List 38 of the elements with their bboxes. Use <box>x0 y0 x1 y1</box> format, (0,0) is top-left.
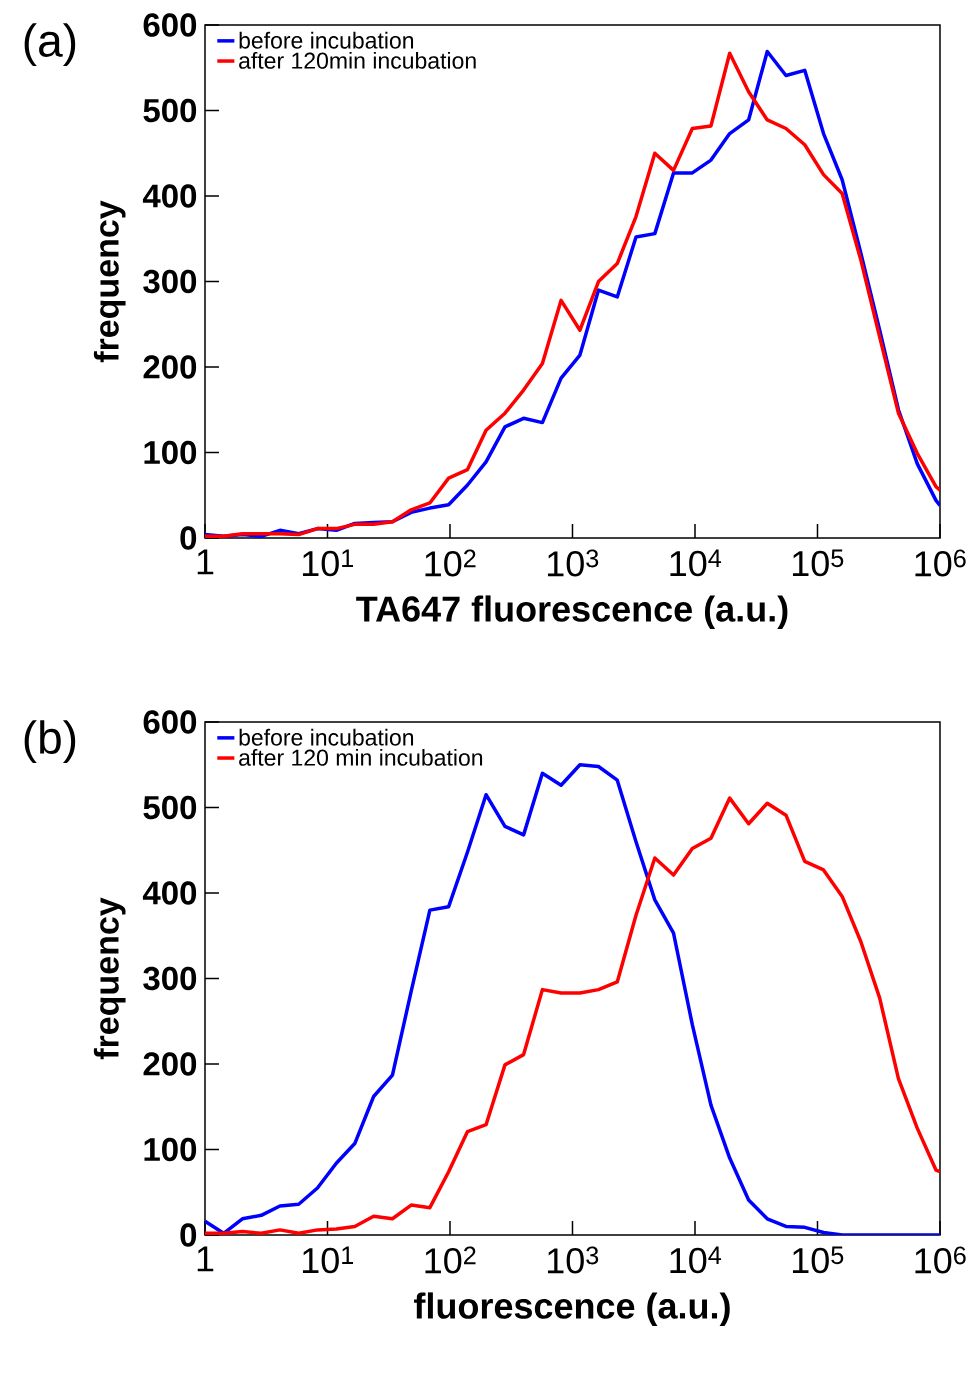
x-tick-label: 10$^{5}$ <box>792 549 844 577</box>
y-tick-label: 200 <box>143 355 197 379</box>
x-tick-label: 10$^{6}$ <box>915 549 966 577</box>
x-tick-label: 10$^{5}$ <box>792 1246 844 1274</box>
y-tick-label: 100 <box>144 440 197 465</box>
x-tick-label: 1 <box>197 1246 214 1272</box>
y-tick-label: 0 <box>180 526 197 550</box>
y-axis-title: frequency <box>93 897 126 1060</box>
legend-label: before incubation <box>239 728 414 746</box>
x-axis-title: TA647 fluorescence (a.u.) <box>356 595 788 629</box>
x-axis-title: fluorescence (a.u.) <box>414 1292 730 1326</box>
chart-title: (a) <box>24 23 76 67</box>
x-tick-label: 10$^{2}$ <box>425 549 476 577</box>
y-tick-label: 500 <box>143 795 197 820</box>
legend-label: after 120 min incubation <box>239 748 483 766</box>
x-tick-label: 10$^{2}$ <box>425 1246 476 1274</box>
legend-label: before incubation <box>239 31 414 49</box>
y-tick-label: 300 <box>143 966 197 991</box>
x-tick-label: 10$^{3}$ <box>547 1246 599 1274</box>
x-tick-label: 10$^{1}$ <box>302 549 354 577</box>
chart-title: (b) <box>24 720 76 764</box>
y-tick-label: 500 <box>143 98 197 123</box>
x-tick-label: 1 <box>197 549 214 575</box>
x-tick-label: 10$^{4}$ <box>670 1246 722 1274</box>
y-tick-label: 300 <box>143 269 197 294</box>
x-tick-label: 10$^{4}$ <box>670 549 722 577</box>
y-tick-label: 0 <box>180 1223 197 1247</box>
y-axis-title: frequency <box>93 200 126 363</box>
legend-label: after 120min incubation <box>239 51 476 69</box>
y-tick-label: 100 <box>144 1137 197 1162</box>
x-tick-label: 10$^{1}$ <box>302 1246 354 1274</box>
y-tick-label: 200 <box>143 1052 197 1076</box>
y-tick-label: 600 <box>143 710 197 734</box>
x-tick-label: 10$^{6}$ <box>915 1246 966 1274</box>
x-tick-label: 10$^{3}$ <box>547 549 599 577</box>
y-tick-label: 400 <box>142 184 197 208</box>
y-tick-label: 400 <box>142 881 197 905</box>
y-tick-label: 600 <box>143 13 197 37</box>
